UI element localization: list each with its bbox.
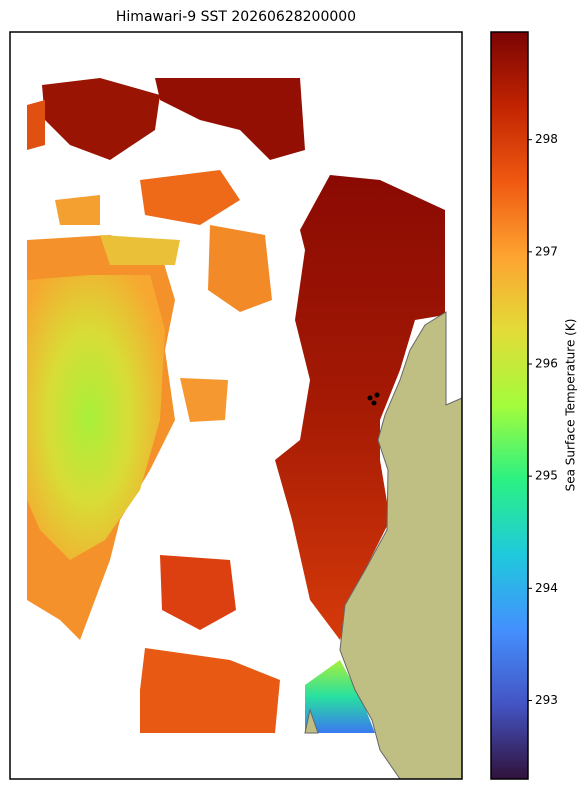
- sst-region: [180, 378, 228, 422]
- colorbar-tick-label: 294: [535, 581, 558, 595]
- map-title: Himawari-9 SST 20260628200000: [116, 9, 356, 25]
- sst-region: [100, 235, 180, 265]
- sst-region: [27, 275, 165, 560]
- sst-region: [155, 78, 305, 160]
- colorbar: [490, 31, 529, 780]
- sst-region: [140, 170, 240, 225]
- sst-region: [208, 225, 272, 312]
- marker: [367, 395, 373, 401]
- colorbar-tick-label: 293: [535, 693, 558, 707]
- sst-region: [55, 195, 100, 225]
- marker: [374, 392, 380, 398]
- colorbar-ticks: 293 294 295 296 297 298: [528, 132, 558, 707]
- sst-region: [160, 555, 236, 630]
- marker: [371, 400, 377, 406]
- map: [9, 31, 463, 780]
- sst-region: [275, 175, 445, 640]
- colorbar-tick-label: 298: [535, 132, 558, 146]
- map-frame: [9, 31, 463, 780]
- colorbar-tick-label: 297: [535, 244, 558, 258]
- sst-region: [140, 648, 280, 733]
- sst-region: [42, 78, 160, 160]
- colorbar-label: Sea Surface Temperature (K): [564, 319, 578, 492]
- colorbar-tick-label: 296: [535, 357, 558, 371]
- land: [304, 708, 319, 734]
- colorbar-tick-label: 295: [535, 469, 558, 483]
- sst-region: [27, 100, 45, 150]
- sst-region: [305, 660, 375, 733]
